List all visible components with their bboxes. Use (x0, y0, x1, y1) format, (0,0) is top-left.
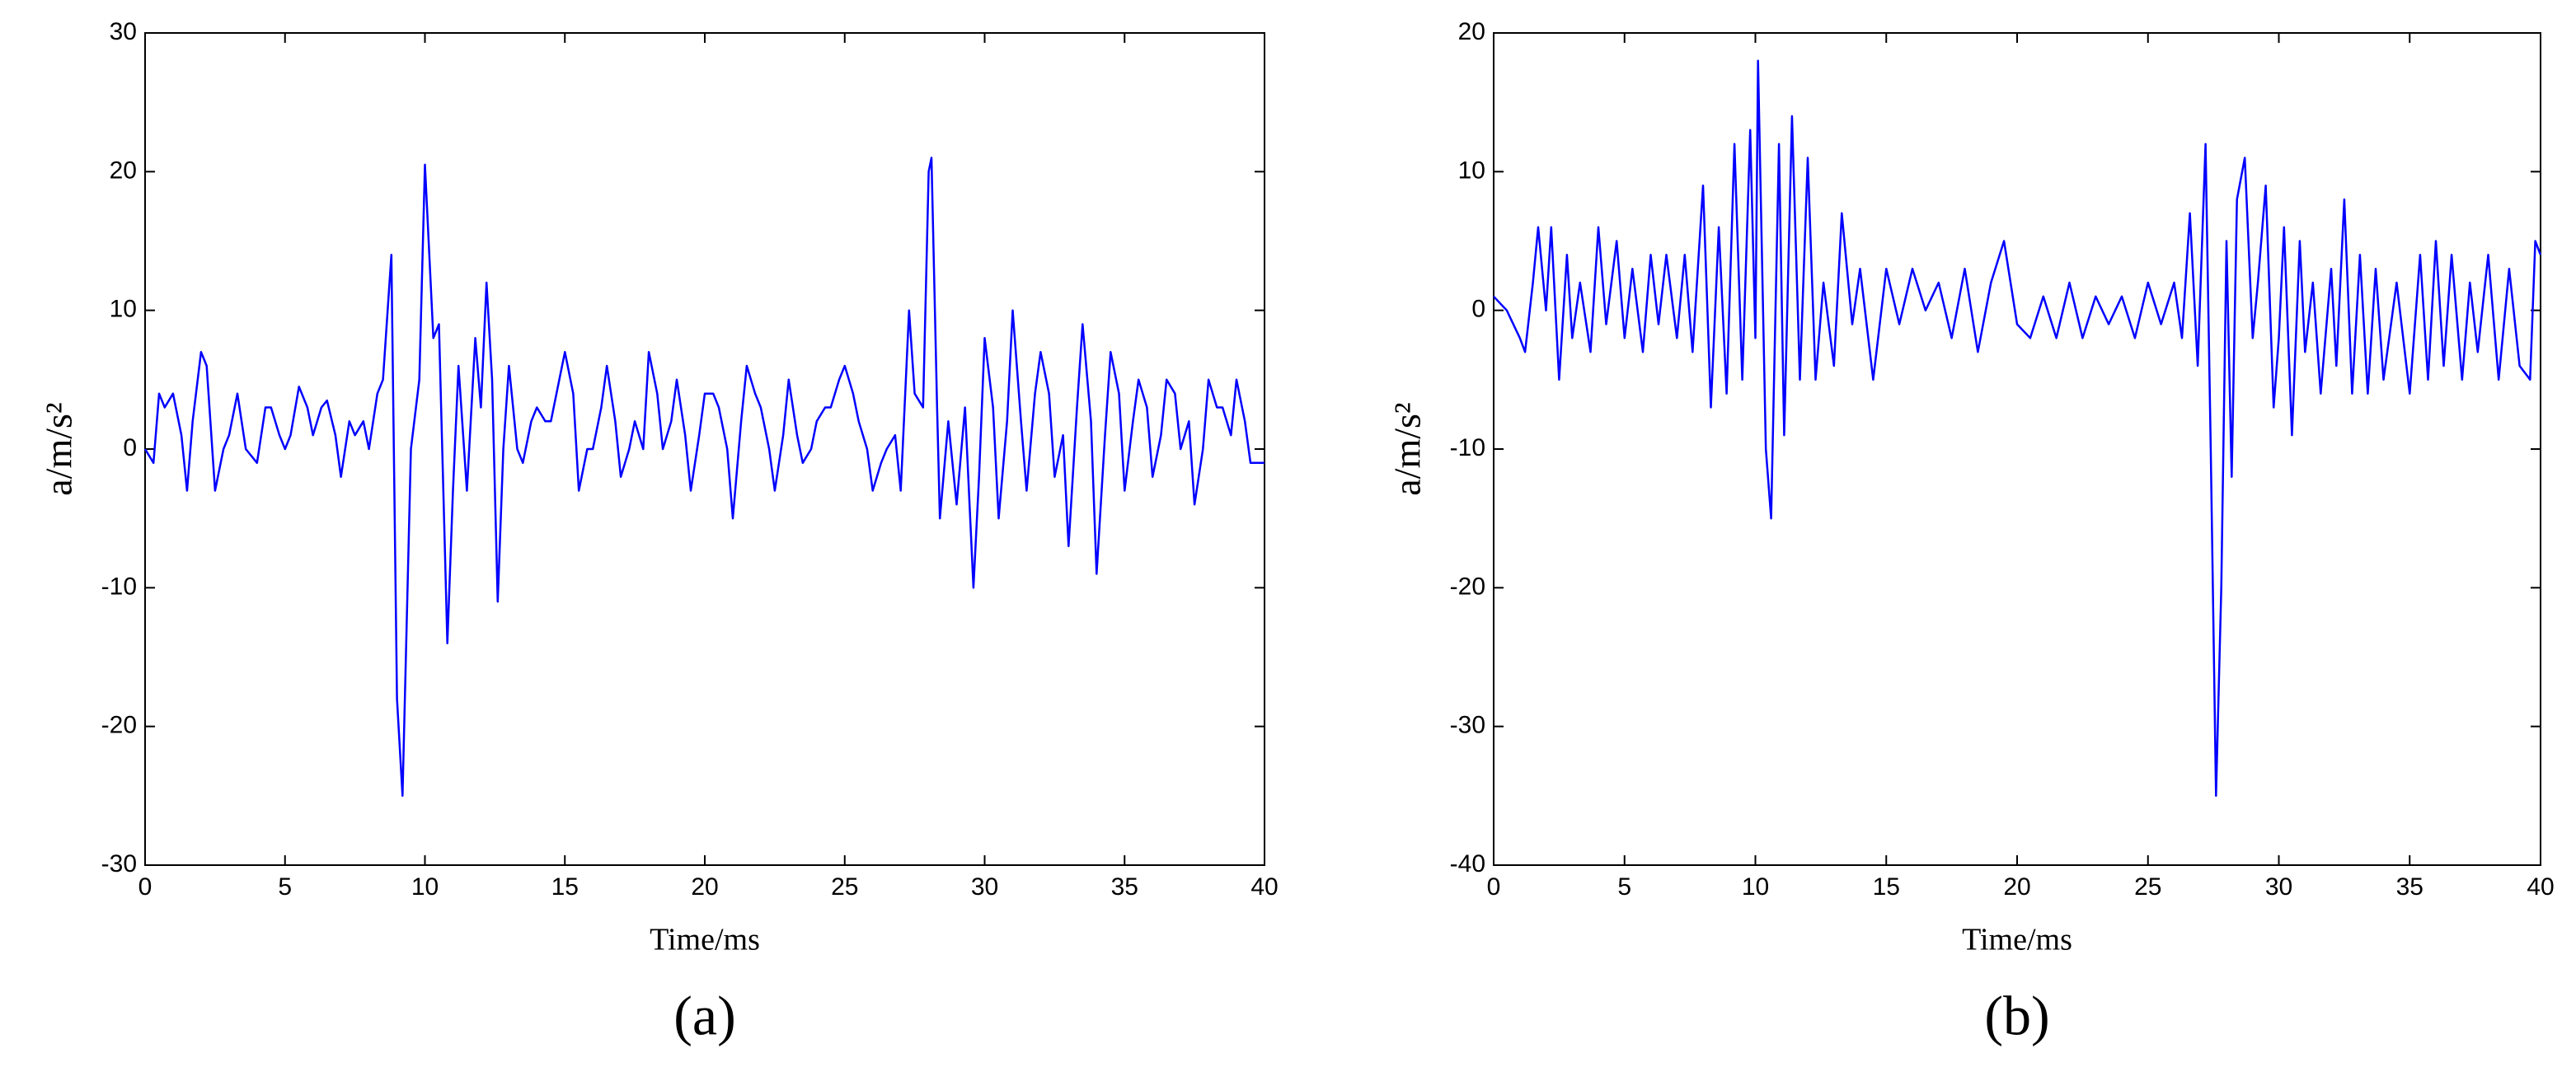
plot-area (144, 32, 1265, 866)
x-tick-label: 0 (138, 873, 152, 901)
x-tick-label: 10 (1742, 873, 1769, 901)
x-tick-label: 5 (1617, 873, 1631, 901)
x-tick-label: 35 (1111, 873, 1138, 901)
x-tick-label: 25 (831, 873, 858, 901)
x-tick-label: 30 (2265, 873, 2292, 901)
x-tick-label: 40 (2527, 873, 2554, 901)
panel: 0 5 10 15 20 25 30 35 40 -40 -30 -20 -10 0 10 20 Time/ms… (1387, 18, 2555, 1047)
x-tick-label: 10 (411, 873, 439, 901)
y-tick-label: -20 (101, 712, 137, 739)
y-tick-label: 20 (110, 157, 137, 184)
y-tick-label: -10 (101, 573, 137, 600)
x-tick-label: 15 (1873, 873, 1900, 901)
x-tick-label: 35 (2396, 873, 2424, 901)
signal-line (143, 157, 1265, 798)
x-tick-label: 15 (551, 873, 579, 901)
y-tick-label: -10 (1450, 434, 1485, 461)
signal-line (1493, 59, 2542, 798)
y-tick-label: 30 (110, 18, 137, 45)
y-tick-label: -40 (1450, 850, 1485, 877)
y-tick-label: 0 (1471, 296, 1485, 323)
y-tick-label: 10 (1458, 157, 1485, 184)
panel: 0 5 10 15 20 25 30 35 40 -30 -20 -10 0 10 20 30 Time/ms a… (38, 18, 1279, 1047)
panel-label: (b) (1984, 985, 2049, 1047)
y-axis-label: a/m/s² (38, 402, 80, 495)
y-tick-label: -30 (101, 850, 137, 877)
y-tick-label: -30 (1450, 712, 1485, 739)
x-axis-label: Time/ms (1962, 923, 2072, 957)
y-tick-label: 10 (110, 296, 137, 323)
x-tick-label: 30 (971, 873, 998, 901)
x-tick-label: 0 (1487, 873, 1501, 901)
y-tick-label: 0 (123, 434, 137, 461)
x-tick-label: 20 (691, 873, 718, 901)
y-axis-label: a/m/s² (1387, 402, 1429, 495)
x-tick-label: 5 (278, 873, 292, 901)
y-tick-label: -20 (1450, 573, 1485, 600)
x-tick-label: 20 (2003, 873, 2030, 901)
plot-area (1493, 32, 2541, 866)
x-axis-label: Time/ms (650, 923, 760, 957)
y-tick-label: 20 (1458, 18, 1485, 45)
x-tick-label: 40 (1250, 873, 1278, 901)
panel-label: (a) (673, 985, 735, 1047)
x-tick-label: 25 (2134, 873, 2161, 901)
